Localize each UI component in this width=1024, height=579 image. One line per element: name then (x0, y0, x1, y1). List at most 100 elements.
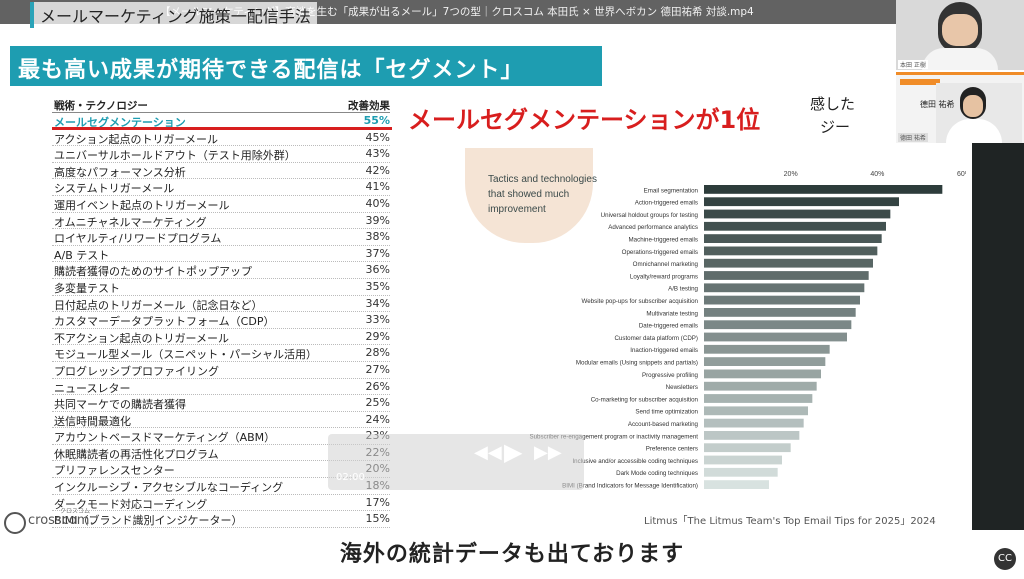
tactic-name: ダークモード対応コーディング (54, 497, 208, 511)
tactic-name: プリファレンスセンター (54, 464, 175, 478)
speaker-1-name: 本田 正樹 (898, 60, 928, 69)
tactic-percent: 25% (365, 396, 390, 410)
chart-bar (704, 258, 873, 268)
chart-category-label: Machine-triggered emails (629, 237, 698, 244)
overlaid-slide-text-2: ジー (820, 118, 851, 136)
tactic-percent: 15% (365, 512, 390, 526)
tactic-name: 不アクション起点のトリガーメール (54, 331, 230, 345)
tactic-percent: 43% (365, 147, 390, 161)
table-row: 送信時間最適化 24% (52, 412, 390, 429)
highlight-underline (52, 127, 392, 130)
chart-category-label: Operations-triggered emails (622, 249, 698, 256)
chart-bar (704, 197, 899, 207)
x-tick-label: 40% (870, 171, 884, 178)
tactic-percent: 39% (365, 213, 390, 227)
table-row: アクション起点のトリガーメール 45% (52, 130, 390, 147)
tactic-percent: 38% (365, 230, 390, 244)
tactic-percent: 17% (365, 495, 390, 509)
chart-category-label: BIMI (Brand Indicators for Message Ident… (562, 483, 698, 490)
chart-bar (704, 271, 869, 280)
chart-bar (704, 209, 891, 219)
table-header-tactic: 戦術・テクノロジー (54, 100, 148, 112)
tactic-name: 高度なパフォーマンス分析 (54, 165, 186, 179)
chart-bar (704, 467, 778, 477)
chart-bar (704, 185, 943, 194)
tactic-percent: 36% (365, 263, 390, 277)
tactic-percent: 33% (365, 313, 390, 327)
tactic-percent: 42% (365, 163, 390, 177)
tactic-name: 運用イベント起点のトリガーメール (54, 198, 230, 212)
table-row: A/B テスト 37% (52, 246, 390, 263)
tactic-percent: 27% (365, 362, 390, 376)
x-tick-label: 60% (957, 171, 966, 178)
table-row: 購読者獲得のためのサイトポップアップ 36% (52, 262, 390, 279)
table-row: 多変量テスト 35% (52, 279, 390, 296)
chart-category-label: Progressive profiling (642, 372, 699, 379)
table-row: システムトリガーメール 41% (52, 179, 390, 196)
chart-category-label: A/B testing (668, 286, 698, 293)
chart-bar (704, 246, 878, 256)
chart-bar (704, 320, 852, 330)
chart-category-label: Account-based marketing (628, 421, 699, 428)
video-controls[interactable]: ◀◀ ▶ ▶▶ 02:00 (328, 434, 584, 490)
tactic-name: A/B テスト (54, 248, 110, 262)
tactic-name: 共同マーケでの購読者獲得 (54, 398, 186, 412)
chart-bar (704, 443, 791, 453)
chart-bar (704, 234, 882, 243)
tactic-name: ユニバーサルホールドアウト（テスト用除外群） (54, 149, 296, 163)
tactic-name: インクルーシブ・アクセシブルなコーディング (54, 481, 284, 495)
tactic-name: モジュール型メール（スニペット・パーシャル活用） (54, 348, 318, 362)
slide-headline-banner: 最も高い成果が期待できる配信は「セグメント」 (10, 46, 602, 86)
sekai-logo-icon (900, 79, 940, 85)
table-row: 共同マーケでの購読者獲得 25% (52, 395, 390, 412)
crosscom-logo-icon (4, 512, 26, 534)
chart-bar (704, 431, 800, 440)
play-icon[interactable]: ▶ (504, 438, 523, 466)
captions-button[interactable]: CC (994, 548, 1016, 570)
tactic-name: 休眠購読者の再活性化プログラム (54, 447, 219, 461)
table-row: ニュースレター 26% (52, 379, 390, 396)
tactic-name: アクション起点のトリガーメール (54, 132, 219, 146)
table-row: ロイヤルティ/リワードプログラム 38% (52, 229, 390, 246)
chart-title-blob (465, 148, 593, 243)
litmus-bar-chart: Tactics and technologies that showed much… (488, 171, 966, 490)
chart-category-label: Newsletters (666, 384, 698, 391)
rewind-icon[interactable]: ◀◀ (474, 442, 502, 463)
tactic-name: アカウントベースドマーケティング（ABM） (54, 431, 276, 445)
table-row: ダークモード対応コーディング 17% (52, 495, 390, 512)
chart-category-label: Preference centers (646, 446, 698, 453)
tactic-name: 送信時間最適化 (54, 414, 131, 428)
playback-time: 02:00 (336, 472, 365, 483)
chart-category-label: Inaction-triggered emails (630, 347, 698, 354)
chart-category-label: Customer data platform (CDP) (614, 335, 698, 342)
callout-text: メールセグメンテーションが1位 (408, 106, 761, 134)
speaker-camera-1: 本田 正樹 (896, 0, 1024, 70)
chart-bar (704, 394, 813, 403)
chart-category-label: Multivariate testing (646, 310, 698, 317)
tactic-name: システムトリガーメール (54, 182, 175, 196)
tactic-percent: 45% (365, 130, 390, 144)
chart-category-label: Loyalty/reward programs (630, 273, 698, 280)
table-row: カスタマーデータプラットフォーム（CDP） 33% (52, 312, 390, 329)
chart-category-label: Universal holdout groups for testing (601, 212, 699, 219)
chart-category-label: Co-marketing for subscriber acquisition (591, 396, 699, 403)
chart-category-label: Action-triggered emails (635, 200, 698, 207)
chart-category-label: Advanced performance analytics (608, 224, 698, 231)
table-header-effect: 改善効果 (348, 100, 390, 112)
chart-bar (704, 295, 860, 305)
chart-bar (704, 344, 830, 354)
chart-category-label: Email segmentation (644, 187, 699, 194)
video-title-bar: 【メールマーケティング】商談を生む「成果が出るメール」7つの型｜クロスコム 本田… (0, 0, 1024, 28)
table-row: プログレッシブプロファイリング 27% (52, 362, 390, 379)
chart-category-label: Inclusive and/or accessible coding techn… (572, 458, 698, 465)
x-tick-label: 20% (784, 171, 798, 178)
fast-forward-icon[interactable]: ▶▶ (534, 442, 562, 463)
slide-headline: 最も高い成果が期待できる配信は「セグメント」 (18, 58, 524, 83)
chart-bar (704, 406, 808, 416)
video-subtitle: 海外の統計データも出ております (339, 542, 685, 567)
tactic-percent: 55% (363, 114, 390, 127)
speaker-2-slide-name: 德田 祐希 (920, 100, 955, 109)
table-row: オムニチャネルマーケティング 39% (52, 213, 390, 230)
tactic-percent: 28% (365, 346, 390, 360)
chart-title: Tactics and technologies that showed much… (488, 174, 597, 215)
